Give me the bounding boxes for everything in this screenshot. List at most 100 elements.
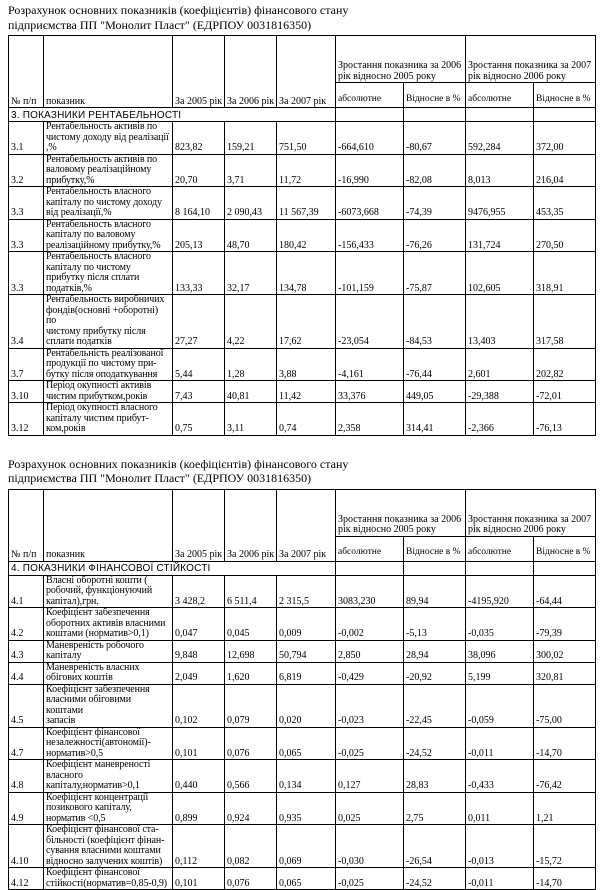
header-growth-2006: Зростання показника за 2006 рік відносно… xyxy=(336,36,466,83)
growth-2006-absolute-cell: -0,025 xyxy=(336,868,404,890)
row-number-cell: 4.7 xyxy=(9,727,44,760)
growth-2007-absolute-cell: -0,433 xyxy=(466,760,534,793)
growth-2007-absolute-cell: 592,284 xyxy=(466,122,534,155)
growth-2007-absolute-cell: 8,013 xyxy=(466,154,534,187)
row-number-cell: 4.3 xyxy=(9,640,44,662)
value-2005-cell: 205,13 xyxy=(173,219,225,252)
growth-2007-relative-cell: -75,00 xyxy=(534,684,596,727)
growth-2007-relative-cell: 216,04 xyxy=(534,154,596,187)
growth-2007-relative-cell: -76,13 xyxy=(534,403,596,436)
document-title-2: Розрахунок основних показників (коефіціє… xyxy=(8,457,598,486)
value-2005-cell: 0,047 xyxy=(173,608,225,641)
row-number-cell: 4.5 xyxy=(9,684,44,727)
value-2006-cell: 2 090,43 xyxy=(225,187,277,220)
section-empty-cell xyxy=(534,561,596,575)
profitability-table: № п/п показник За 2005 рік За 2006 рік З… xyxy=(8,35,596,436)
indicator-label-cell: Маневреність робочого капіталу xyxy=(44,640,173,662)
indicator-label-cell: Коефіцієнт забезпечення власними обігови… xyxy=(44,684,173,727)
stability-block: Розрахунок основних показників (коефіціє… xyxy=(8,457,598,890)
header-absolute-2007: абсолютне xyxy=(466,536,534,561)
header-relative-2006: Відносне в % xyxy=(404,536,466,561)
growth-2007-absolute-cell: -0,011 xyxy=(466,727,534,760)
value-2005-cell: 8 164,10 xyxy=(173,187,225,220)
value-2006-cell: 0,076 xyxy=(225,868,277,890)
row-number-cell: 4.8 xyxy=(9,760,44,793)
row-number-cell: 4.9 xyxy=(9,792,44,825)
value-2005-cell: 5,44 xyxy=(173,348,225,381)
growth-2007-absolute-cell: -0,013 xyxy=(466,825,534,868)
header-row-top: № п/п показник За 2005 рік За 2006 рік З… xyxy=(9,36,596,83)
growth-2006-relative-cell: -76,44 xyxy=(404,348,466,381)
value-2007-cell: 0,74 xyxy=(277,403,336,436)
growth-2006-relative-cell: 89,94 xyxy=(404,575,466,608)
row-number-cell: 3.3 xyxy=(9,252,44,295)
section-empty-cell xyxy=(534,108,596,122)
value-2007-cell: 0,069 xyxy=(277,825,336,868)
growth-2006-absolute-cell: -101,159 xyxy=(336,252,404,295)
header-relative-2006: Відносне в % xyxy=(404,83,466,108)
value-2005-cell: 20,70 xyxy=(173,154,225,187)
value-2006-cell: 32,17 xyxy=(225,252,277,295)
indicator-label-cell: Період окупності власного капіталу чисти… xyxy=(44,403,173,436)
value-2007-cell: 134,78 xyxy=(277,252,336,295)
title-line-2: підприємства ПП "Монолит Пласт" (ЕДРПОУ … xyxy=(8,471,598,486)
indicator-label-cell: Період окупності активів чистим прибутко… xyxy=(44,381,173,403)
growth-2007-relative-cell: -14,70 xyxy=(534,868,596,890)
growth-2007-relative-cell: -15,72 xyxy=(534,825,596,868)
header-growth-2006: Зростання показника за 2006 рік відносно… xyxy=(336,489,466,536)
header-year-2007: За 2007 рік xyxy=(277,489,336,561)
header-row-number: № п/п xyxy=(9,489,44,561)
header-year-2007: За 2007 рік xyxy=(277,36,336,108)
value-2007-cell: 180,42 xyxy=(277,219,336,252)
value-2006-cell: 48,70 xyxy=(225,219,277,252)
growth-2006-absolute-cell: -4,161 xyxy=(336,348,404,381)
growth-2007-relative-cell: -64,44 xyxy=(534,575,596,608)
section-empty-cell xyxy=(336,108,404,122)
table-header: № п/п показник За 2005 рік За 2006 рік З… xyxy=(9,489,596,561)
value-2005-cell: 0,101 xyxy=(173,727,225,760)
section-empty-cell xyxy=(404,561,466,575)
growth-2007-absolute-cell: -0,059 xyxy=(466,684,534,727)
growth-2006-absolute-cell: 3083,230 xyxy=(336,575,404,608)
growth-2006-relative-cell: -20,92 xyxy=(404,662,466,684)
value-2006-cell: 3,11 xyxy=(225,403,277,436)
growth-2007-relative-cell: 318,91 xyxy=(534,252,596,295)
header-year-2006: За 2006 рік xyxy=(225,489,277,561)
growth-2006-relative-cell: 314,41 xyxy=(404,403,466,436)
growth-2007-absolute-cell: 0,011 xyxy=(466,792,534,825)
growth-2007-absolute-cell: 5,199 xyxy=(466,662,534,684)
growth-2007-relative-cell: 320,81 xyxy=(534,662,596,684)
title-line-1: Розрахунок основних показників (коефіціє… xyxy=(8,3,598,18)
value-2006-cell: 1,28 xyxy=(225,348,277,381)
growth-2007-absolute-cell: 9476,955 xyxy=(466,187,534,220)
value-2006-cell: 3,71 xyxy=(225,154,277,187)
header-year-2006: За 2006 рік xyxy=(225,36,277,108)
profitability-block: Розрахунок основних показників (коефіціє… xyxy=(8,3,598,436)
growth-2006-relative-cell: -5,13 xyxy=(404,608,466,641)
header-year-2005: За 2005 рік xyxy=(173,36,225,108)
header-relative-2007: Відносне в % xyxy=(534,83,596,108)
header-absolute-2006: абсолютне xyxy=(336,83,404,108)
growth-2006-relative-cell: 2,75 xyxy=(404,792,466,825)
indicator-label-cell: Коефіцієнт фінансової незалежності(автон… xyxy=(44,727,173,760)
value-2007-cell: 0,065 xyxy=(277,727,336,760)
value-2007-cell: 2 315,5 xyxy=(277,575,336,608)
value-2006-cell: 4,22 xyxy=(225,295,277,349)
growth-2006-absolute-cell: -16,990 xyxy=(336,154,404,187)
value-2007-cell: 50,794 xyxy=(277,640,336,662)
value-2005-cell: 27,27 xyxy=(173,295,225,349)
header-growth-2007: Зростання показника за 2007 рік відносно… xyxy=(466,36,596,83)
indicator-label-cell: Коефіцієнт маневреності власного капітал… xyxy=(44,760,173,793)
header-row-top: № п/п показник За 2005 рік За 2006 рік З… xyxy=(9,489,596,536)
row-number-cell: 4.12 xyxy=(9,868,44,890)
indicator-label-cell: Коефіцієнт забезпечення оборотних активі… xyxy=(44,608,173,641)
header-year-2005: За 2005 рік xyxy=(173,489,225,561)
document-title-1: Розрахунок основних показників (коефіціє… xyxy=(8,3,598,32)
